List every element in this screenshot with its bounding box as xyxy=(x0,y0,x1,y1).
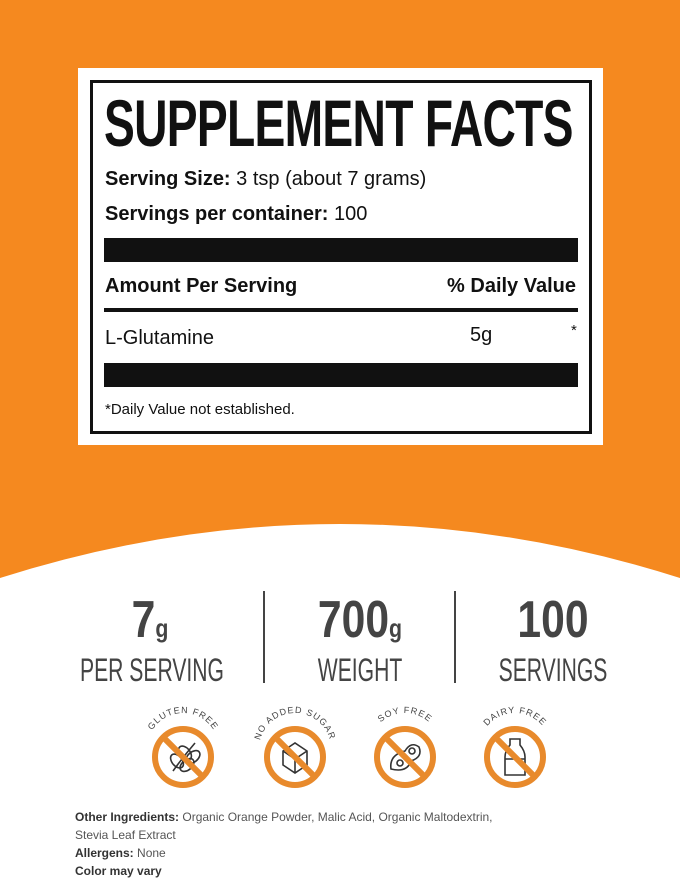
facts-title: SUPPLEMENT FACTS xyxy=(104,86,574,160)
badge-no-added-sugar: NO ADDED SUGAR xyxy=(250,705,340,800)
allergens: Allergens: None xyxy=(75,846,166,860)
servings-label: Servings per container: xyxy=(105,203,329,225)
svg-text:NO ADDED SUGAR: NO ADDED SUGAR xyxy=(252,705,337,741)
stat-per-serving-value: 7g xyxy=(68,592,232,656)
stat-divider xyxy=(454,591,456,683)
color-note: Color may vary xyxy=(75,864,162,878)
color-note-text: Color may vary xyxy=(75,864,162,878)
ingredients-label: Other Ingredients: xyxy=(75,810,180,824)
supplement-facts-border xyxy=(90,80,592,434)
amount-per-serving-header: Amount Per Serving xyxy=(105,275,298,297)
badge-dairy-free: DAIRY FREE xyxy=(470,705,560,800)
wheat-icon: GLUTEN FREE xyxy=(146,705,219,788)
badge-label: DAIRY FREE xyxy=(481,705,547,728)
stat-value: 7 xyxy=(131,591,156,649)
serving-size-value: 3 tsp (about 7 grams) xyxy=(236,168,427,190)
stat-weight-value: 700g xyxy=(278,592,442,656)
stat-weight-label: WEIGHT xyxy=(317,652,403,688)
servings-value: 100 xyxy=(333,203,368,225)
nutrient-amount: 5g xyxy=(470,324,493,346)
milk-bottle-icon: DAIRY FREE xyxy=(481,705,548,788)
other-ingredients: Other Ingredients: Organic Orange Powder… xyxy=(75,810,493,824)
allergens-value: None xyxy=(137,846,166,860)
ingredients-line1: Organic Orange Powder, Malic Acid, Organ… xyxy=(182,810,493,824)
nutrient-dv: * xyxy=(571,322,577,339)
badge-label: SOY FREE xyxy=(376,705,434,724)
stat-divider xyxy=(263,591,265,683)
serving-size: Serving Size: 3 tsp (about 7 grams) xyxy=(105,168,426,191)
stat-servings-label: SERVINGS xyxy=(498,652,608,688)
divider-line xyxy=(104,308,578,312)
divider-bar xyxy=(104,363,578,387)
allergens-label: Allergens: xyxy=(75,846,134,860)
sugar-cube-icon: NO ADDED SUGAR xyxy=(252,705,337,788)
badge-soy-free: SOY FREE xyxy=(360,705,450,800)
badge-gluten-free: GLUTEN FREE xyxy=(138,705,228,800)
nutrient-name: L-Glutamine xyxy=(105,327,214,349)
stat-value: 100 xyxy=(517,591,589,649)
stat-servings-value: 100 xyxy=(471,592,635,656)
divider-bar xyxy=(104,238,578,262)
stat-unit: g xyxy=(389,613,403,643)
soybean-icon: SOY FREE xyxy=(374,705,436,788)
stat-value: 700 xyxy=(317,591,390,649)
daily-value-header: % Daily Value xyxy=(447,275,576,297)
svg-text:SOY FREE: SOY FREE xyxy=(376,705,435,724)
stat-per-serving-label: PER SERVING xyxy=(80,652,224,688)
badge-label: NO ADDED SUGAR xyxy=(252,705,336,741)
servings-per-container: Servings per container: 100 xyxy=(105,203,367,226)
stat-unit: g xyxy=(155,613,169,643)
svg-text:DAIRY FREE: DAIRY FREE xyxy=(481,705,548,728)
serving-size-label: Serving Size: xyxy=(105,168,231,190)
footnote: *Daily Value not established. xyxy=(105,401,295,418)
ingredients-line2: Stevia Leaf Extract xyxy=(75,828,176,842)
